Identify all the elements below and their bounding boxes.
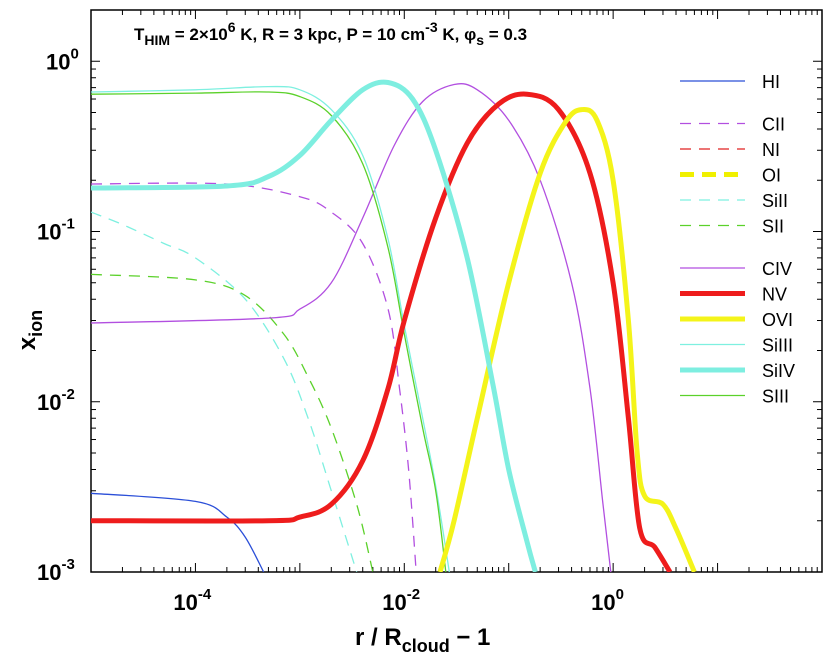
x-tick-label: 100 — [591, 586, 624, 615]
legend-label-ovi: OVI — [762, 310, 793, 330]
y-tick-label: 10-1 — [37, 216, 75, 245]
series-line-nv — [91, 91, 673, 572]
legend-label-siiv: SiIV — [762, 361, 795, 381]
legend-label-siii: SiII — [762, 191, 788, 211]
series-line-hi — [91, 492, 265, 572]
legend-label-hi: HI — [762, 72, 780, 92]
y-tick-label: 100 — [46, 45, 79, 74]
x-tick-label: 10-2 — [382, 586, 420, 615]
series-line-siii — [91, 91, 447, 572]
x-tick-label: 10-4 — [173, 586, 211, 615]
legend-label-nv: NV — [762, 285, 787, 305]
chart-title: THIM = 2×106 K, R = 3 kpc, P = 10 cm-3 K… — [134, 19, 527, 48]
axis-ticks: 10-3 10-2 10-1 100 10-4 10-2 100 — [37, 9, 823, 615]
y-axis-label: xion — [14, 310, 46, 350]
series-line-siiv — [91, 79, 538, 572]
legend: HI CII NI OI SiII SII CIV NV OVI SiIII SiIV SIII — [680, 72, 795, 407]
legend-label-siiii: SiIII — [762, 336, 793, 356]
y-tick-label: 10-3 — [37, 556, 75, 585]
series-line-sii — [91, 273, 374, 572]
legend-label-siii: SIII — [762, 387, 789, 407]
legend-label-cii: CII — [762, 115, 785, 135]
legend-label-civ: CIV — [762, 259, 792, 279]
legend-label-sii: SII — [762, 217, 784, 237]
series-line-civ — [91, 83, 612, 572]
legend-label-ni: NI — [762, 140, 780, 160]
series-layer — [91, 79, 697, 572]
series-line-siiii — [91, 85, 450, 572]
x-axis-label: r / Rcloud − 1 — [355, 624, 490, 656]
y-tick-label: 10-2 — [37, 386, 75, 415]
legend-label-oi: OI — [762, 166, 781, 186]
series-line-ovi — [437, 106, 697, 572]
